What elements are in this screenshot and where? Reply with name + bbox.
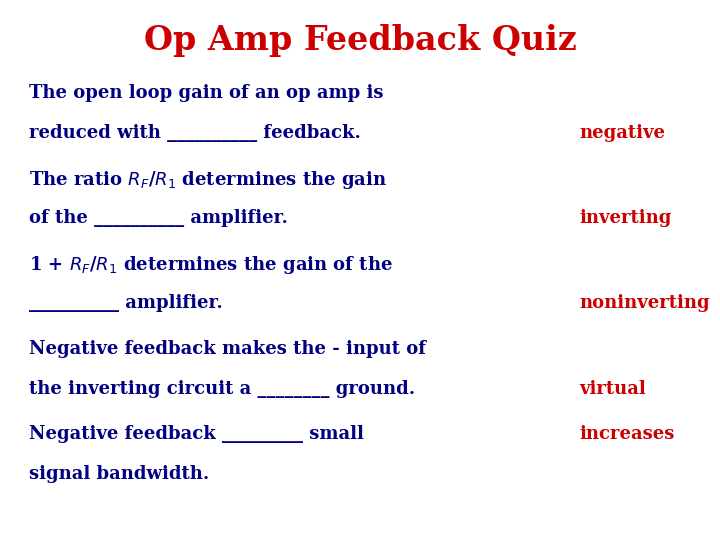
Text: The open loop gain of an op amp is: The open loop gain of an op amp is <box>29 84 383 102</box>
Text: noninverting: noninverting <box>580 294 710 312</box>
Text: 1 + $R_F$/$R_1$ determines the gain of the: 1 + $R_F$/$R_1$ determines the gain of t… <box>29 254 393 276</box>
Text: The ratio $R_F$/$R_1$ determines the gain: The ratio $R_F$/$R_1$ determines the gai… <box>29 169 387 191</box>
Text: Negative feedback _________ small: Negative feedback _________ small <box>29 425 364 443</box>
Text: the inverting circuit a ________ ground.: the inverting circuit a ________ ground. <box>29 380 415 397</box>
Text: Op Amp Feedback Quiz: Op Amp Feedback Quiz <box>143 24 577 57</box>
Text: reduced with __________ feedback.: reduced with __________ feedback. <box>29 124 361 141</box>
Text: negative: negative <box>580 124 665 141</box>
Text: increases: increases <box>580 425 675 443</box>
Text: signal bandwidth.: signal bandwidth. <box>29 465 209 483</box>
Text: inverting: inverting <box>580 209 672 227</box>
Text: __________ amplifier.: __________ amplifier. <box>29 294 222 312</box>
Text: Negative feedback makes the - input of: Negative feedback makes the - input of <box>29 340 426 357</box>
Text: virtual: virtual <box>580 380 647 397</box>
Text: of the __________ amplifier.: of the __________ amplifier. <box>29 209 288 227</box>
